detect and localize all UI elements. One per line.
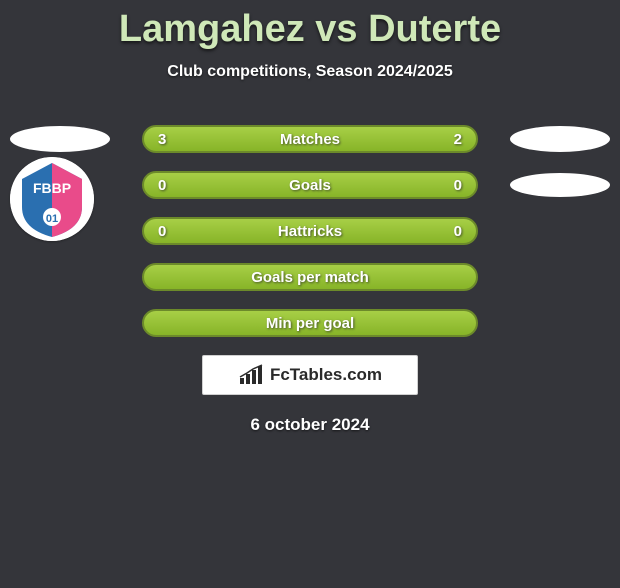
ellipse-icon <box>510 126 610 152</box>
stat-label: Hattricks <box>278 223 342 240</box>
page-title: Lamgahez vs Duterte <box>0 8 620 51</box>
stat-row-hattricks: 0 Hattricks 0 <box>0 217 620 245</box>
left-team-mark-1 <box>10 126 110 152</box>
stat-bar: 0 Hattricks 0 <box>142 217 478 245</box>
stat-right-value: 0 <box>454 223 462 240</box>
stat-label: Matches <box>280 131 340 148</box>
stat-right-value: 0 <box>454 177 462 194</box>
brand-box: FcTables.com <box>202 355 418 395</box>
stat-row-gpm: Goals per match <box>0 263 620 291</box>
ellipse-icon <box>10 126 110 152</box>
stat-label: Min per goal <box>266 315 354 332</box>
stat-row-goals: FBBP 01 0 Goals 0 <box>0 171 620 199</box>
right-team-mark-2 <box>510 173 610 197</box>
ellipse-icon <box>510 173 610 197</box>
stat-label: Goals <box>289 177 331 194</box>
badge-text: FBBP <box>33 180 71 196</box>
stat-right-value: 2 <box>454 131 462 148</box>
brand-text: FcTables.com <box>270 365 382 385</box>
stat-left-value: 0 <box>158 177 166 194</box>
stat-row-mpg: Min per goal <box>0 309 620 337</box>
stat-bar: Goals per match <box>142 263 478 291</box>
stat-bar: 3 Matches 2 <box>142 125 478 153</box>
subtitle: Club competitions, Season 2024/2025 <box>0 63 620 81</box>
stat-bar: Min per goal <box>142 309 478 337</box>
stats-rows: 3 Matches 2 FBBP 01 0 Goals <box>0 125 620 337</box>
stat-row-matches: 3 Matches 2 <box>0 125 620 153</box>
stat-left-value: 0 <box>158 223 166 240</box>
bars-icon <box>238 364 266 386</box>
right-team-mark-1 <box>510 126 610 152</box>
stat-label: Goals per match <box>251 269 369 286</box>
stat-bar: 0 Goals 0 <box>142 171 478 199</box>
stat-left-value: 3 <box>158 131 166 148</box>
date-text: 6 october 2024 <box>0 415 620 435</box>
